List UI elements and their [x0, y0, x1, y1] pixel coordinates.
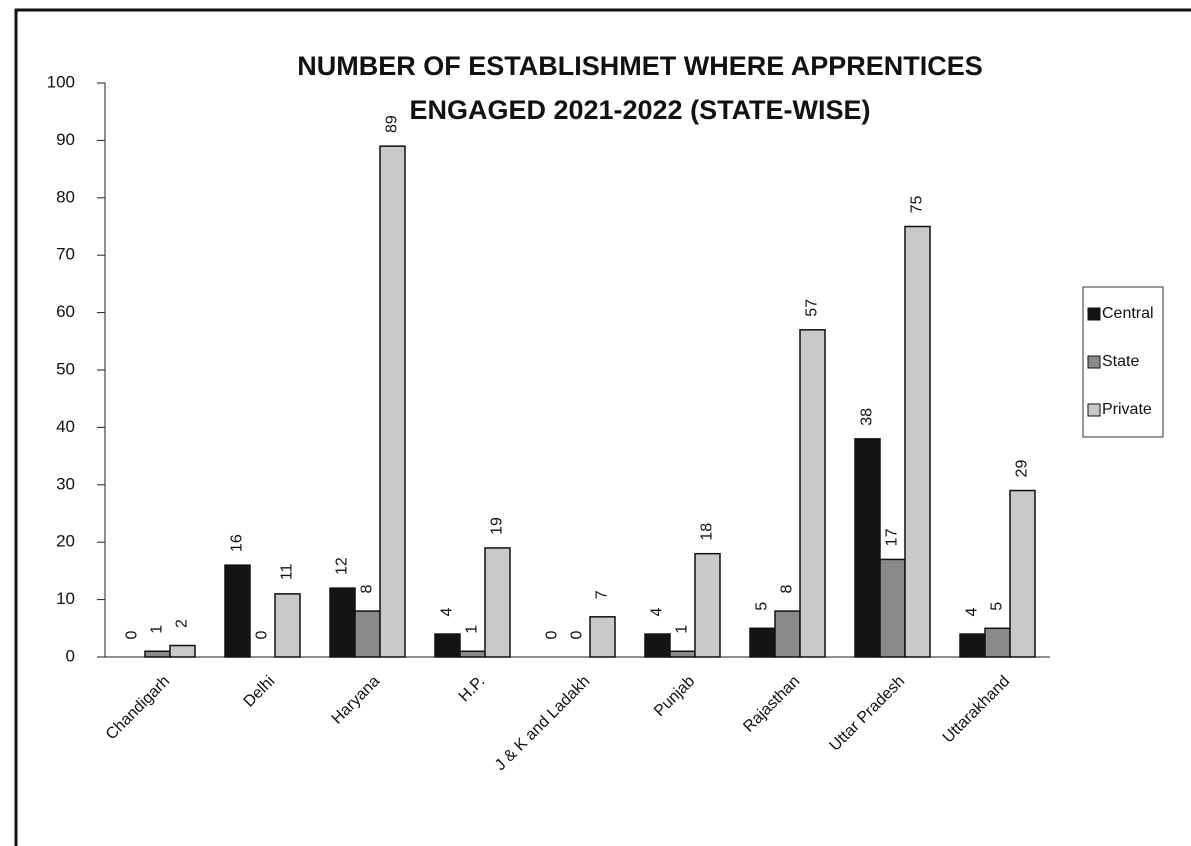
bar — [879, 558, 906, 658]
data-label: 1 — [674, 625, 691, 634]
bar — [854, 438, 881, 658]
data-label: 4 — [649, 607, 666, 616]
x-tick-label: Punjab — [651, 673, 698, 720]
y-tick-label: 10 — [56, 589, 75, 608]
data-label: 11 — [279, 563, 296, 580]
y-tick-label: 20 — [56, 532, 75, 551]
data-label: 5 — [754, 602, 771, 611]
bar — [959, 633, 986, 658]
data-label: 8 — [779, 585, 796, 594]
y-tick-label: 0 — [66, 646, 75, 665]
data-label: 2 — [174, 619, 191, 628]
y-tick-label: 70 — [56, 245, 75, 264]
legend-swatch — [1087, 307, 1101, 321]
bar — [224, 564, 251, 658]
bar — [354, 610, 381, 658]
data-label: 38 — [859, 408, 876, 426]
x-tick-label: Uttar Pradesh — [826, 673, 908, 755]
x-tick-label: Uttarakhand — [940, 673, 1014, 747]
data-label: 19 — [489, 517, 506, 535]
y-tick-label: 80 — [56, 187, 75, 206]
legend-label: State — [1102, 353, 1139, 370]
bar — [669, 650, 696, 658]
data-label: 1 — [149, 625, 166, 634]
data-label: 4 — [964, 607, 981, 616]
data-label: 0 — [544, 630, 561, 639]
frame — [14, 8, 1191, 846]
data-label: 75 — [909, 196, 926, 214]
data-label: 1 — [464, 625, 481, 634]
x-tick-label: H.P. — [456, 673, 489, 706]
bar — [274, 593, 301, 658]
bar — [644, 633, 671, 658]
x-tick-label: J & K and Ladakh — [492, 673, 593, 774]
data-label: 5 — [989, 602, 1006, 611]
y-tick-label: 40 — [56, 417, 75, 436]
data-label: 4 — [439, 607, 456, 616]
data-label: 89 — [384, 115, 401, 133]
bar — [589, 616, 616, 658]
data-label: 57 — [804, 299, 821, 317]
bar — [329, 587, 356, 658]
data-label: 16 — [229, 534, 246, 552]
data-label: 0 — [254, 630, 271, 639]
bar — [434, 633, 461, 658]
bar — [904, 225, 931, 658]
x-tick-label: Haryana — [329, 673, 384, 728]
x-tick-label: Delhi — [241, 673, 279, 711]
data-label: 18 — [699, 523, 716, 541]
y-tick-label: 90 — [56, 130, 75, 149]
bar — [799, 329, 826, 658]
data-label: 29 — [1014, 460, 1031, 478]
y-tick-label: 100 — [47, 72, 75, 91]
bar — [484, 547, 511, 658]
legend-swatch — [1087, 355, 1101, 369]
bar — [694, 552, 721, 658]
data-label: 0 — [124, 630, 141, 639]
bar — [1009, 489, 1036, 658]
y-tick-label: 60 — [56, 302, 75, 321]
data-label: 12 — [334, 557, 351, 575]
legend-swatch — [1087, 403, 1101, 417]
legend-label: Central — [1102, 305, 1154, 322]
bar — [169, 644, 196, 658]
chart-title: NUMBER OF ESTABLISHMET WHERE APPRENTICES… — [297, 51, 983, 125]
bar — [144, 650, 171, 658]
data-label: 7 — [594, 590, 611, 599]
bar — [774, 610, 801, 658]
bar — [379, 145, 406, 658]
x-tick-label: Chandigarh — [103, 673, 174, 744]
bar — [459, 650, 486, 658]
bar — [984, 627, 1011, 658]
y-tick-label: 50 — [56, 359, 75, 378]
y-tick-label: 30 — [56, 474, 75, 493]
data-label: 17 — [884, 528, 901, 546]
bar — [749, 627, 776, 658]
legend-label: Private — [1102, 401, 1152, 418]
data-label: 8 — [359, 585, 376, 594]
x-tick-label: Rajasthan — [740, 673, 803, 736]
data-label: 0 — [569, 630, 586, 639]
